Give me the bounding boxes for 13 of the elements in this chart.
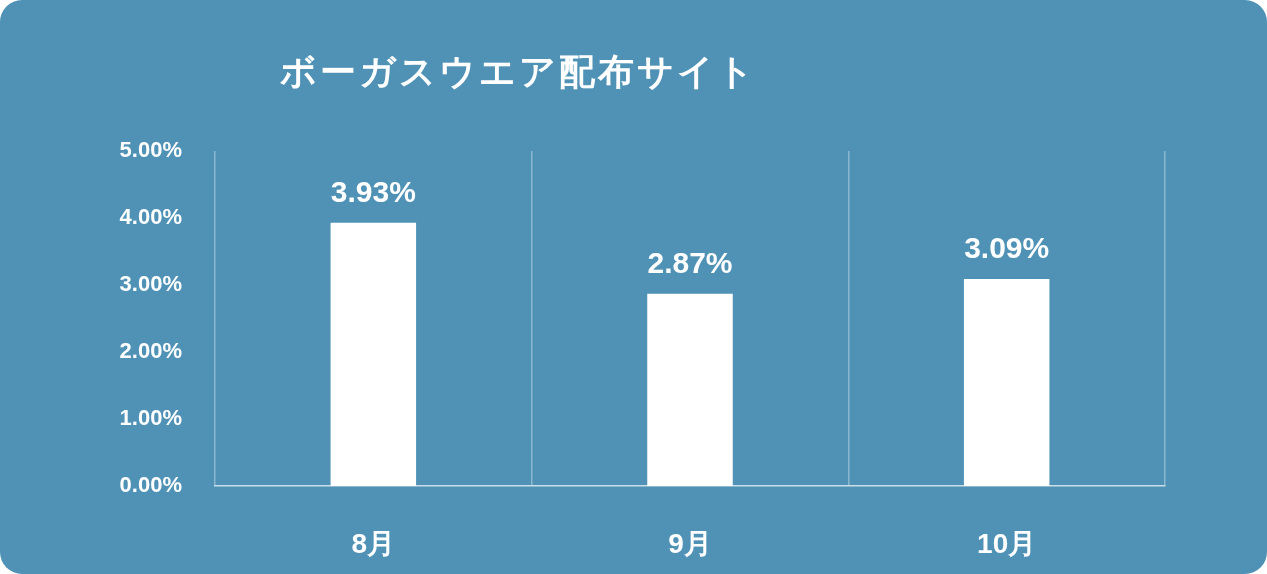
y-tick-label: 4.00% <box>119 204 182 230</box>
y-tick-label: 5.00% <box>119 137 182 163</box>
x-tick-label: 10月 <box>977 527 1037 559</box>
x-tick-label: 8月 <box>351 527 396 559</box>
data-label: 3.09% <box>964 231 1050 265</box>
chart-title: ボーガスウエア配布サイト <box>280 50 757 94</box>
y-tick-label: 3.00% <box>119 271 182 297</box>
x-tick-label: 9月 <box>668 527 712 559</box>
y-tick-label: 0.00% <box>119 472 182 498</box>
data-label: 2.87% <box>647 245 733 279</box>
data-label: 3.93% <box>330 174 416 208</box>
y-tick-label: 2.00% <box>119 338 182 364</box>
y-tick-label: 1.00% <box>119 405 182 431</box>
